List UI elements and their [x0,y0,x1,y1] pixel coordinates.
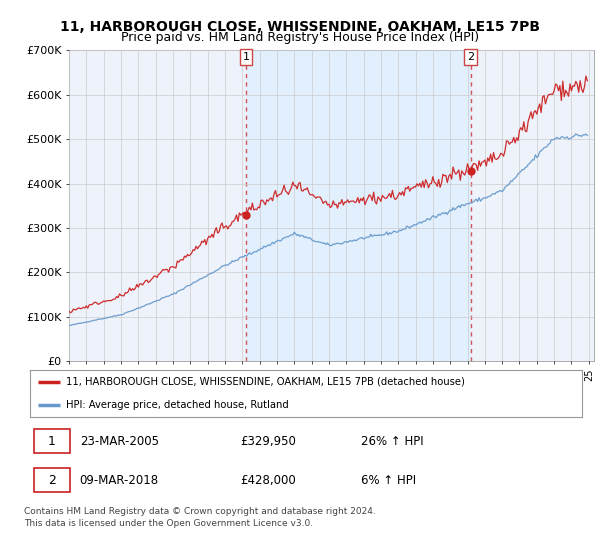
Text: 2: 2 [48,474,56,487]
Text: 1: 1 [48,435,56,447]
Text: 26% ↑ HPI: 26% ↑ HPI [361,435,424,447]
FancyBboxPatch shape [34,468,70,492]
Text: 6% ↑ HPI: 6% ↑ HPI [361,474,416,487]
FancyBboxPatch shape [34,430,70,453]
Text: £428,000: £428,000 [240,474,296,487]
Text: 11, HARBOROUGH CLOSE, WHISSENDINE, OAKHAM, LE15 7PB (detached house): 11, HARBOROUGH CLOSE, WHISSENDINE, OAKHA… [66,376,465,386]
Text: 23-MAR-2005: 23-MAR-2005 [80,435,158,447]
Text: HPI: Average price, detached house, Rutland: HPI: Average price, detached house, Rutl… [66,400,289,410]
Text: Price paid vs. HM Land Registry's House Price Index (HPI): Price paid vs. HM Land Registry's House … [121,31,479,44]
Text: Contains HM Land Registry data © Crown copyright and database right 2024.
This d: Contains HM Land Registry data © Crown c… [24,507,376,528]
Text: 2: 2 [467,52,475,62]
Text: 09-MAR-2018: 09-MAR-2018 [80,474,159,487]
Text: £329,950: £329,950 [240,435,296,447]
Text: 11, HARBOROUGH CLOSE, WHISSENDINE, OAKHAM, LE15 7PB: 11, HARBOROUGH CLOSE, WHISSENDINE, OAKHA… [60,20,540,34]
Text: 1: 1 [242,52,250,62]
